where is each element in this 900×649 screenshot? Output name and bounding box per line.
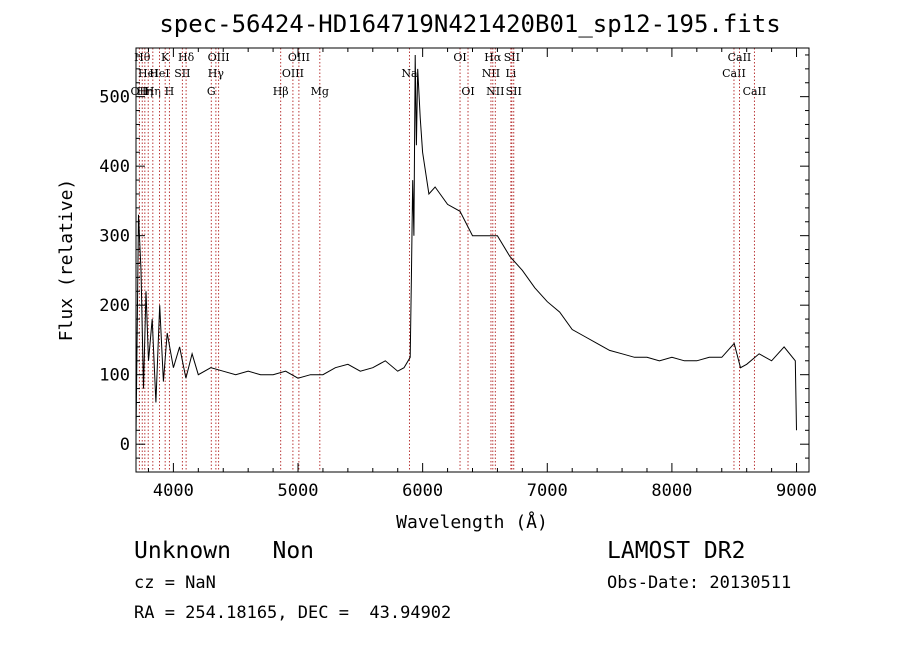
y-tick-label: 500 [99,88,130,108]
line-mark-label: CaII [728,51,752,64]
coordinates: RA = 254.18165, DEC = 43.94902 [134,603,452,623]
line-mark-label: Hβ [273,85,289,98]
y-tick-label: 100 [99,366,130,386]
line-mark-label: CaII [743,85,767,98]
line-mark-label: Hη [137,85,153,98]
x-tick-label: 5000 [278,481,319,501]
x-tick-label: 8000 [651,481,692,501]
line-mark-label: Hδ [178,51,195,64]
obs-date: Obs-Date: 20130511 [607,573,792,593]
line-mark-label: OIII [208,51,230,64]
x-tick-label: 7000 [527,481,568,501]
redshift-text: cz = NaN [134,573,216,593]
line-mark-label: SII [174,67,190,80]
line-mark-label: OIII [282,67,304,80]
line-mark-label: H [165,85,175,98]
line-mark-label: Li [505,67,516,80]
line-mark-label: Hη [145,85,161,98]
axes-layer: 4000 5000 6000 7000 8000 9000 0 100 200 300 400 500 [99,48,817,501]
y-tick-label: 300 [99,227,130,247]
x-tick-label: 9000 [776,481,817,501]
x-tick-label: 6000 [402,481,443,501]
line-mark-label: HeI [149,67,169,80]
line-mark-label: NII [486,85,504,98]
plot-frame [135,47,810,473]
x-tick-label: 4000 [153,481,194,501]
line-mark-label: OI [461,85,474,98]
series-layer [135,54,797,438]
y-tick-label: 400 [99,157,130,177]
line-mark-label: CaII [722,67,746,80]
line-mark-label: HeI [138,67,158,80]
line-mark-label: Mg [311,85,329,98]
line-mark-label: OII [131,85,149,98]
line-mark-label: K [161,51,170,64]
line-mark-label: Hα [484,51,502,64]
y-tick-label: 0 [120,435,130,455]
line-mark-label: SII [504,51,520,64]
line-mark-label: OIII [288,51,310,64]
y-tick-label: 200 [99,296,130,316]
object-class: Unknown Non [134,538,315,564]
line-mark-label: G [207,85,216,98]
line-mark-label: Hθ [134,51,151,64]
x-axis-label: Wavelength (Å) [396,511,548,533]
spectrum-line [135,54,797,438]
y-axis-label: Flux (relative) [56,179,77,342]
line-mark-label: NII [482,67,500,80]
survey-name: LAMOST DR2 [607,538,746,564]
chart-title: spec-56424-HD164719N421420B01_sp12-195.f… [159,10,780,38]
line-mark-label: SII [506,85,522,98]
line-marks-layer: OIIHθHηHeIHηHeIKHSIIHδGHγOIIIHβOIIIOIIIM… [131,48,767,472]
line-mark-label: Hγ [208,67,225,80]
line-mark-label: Na [401,67,418,80]
line-mark-label: OI [453,51,466,64]
